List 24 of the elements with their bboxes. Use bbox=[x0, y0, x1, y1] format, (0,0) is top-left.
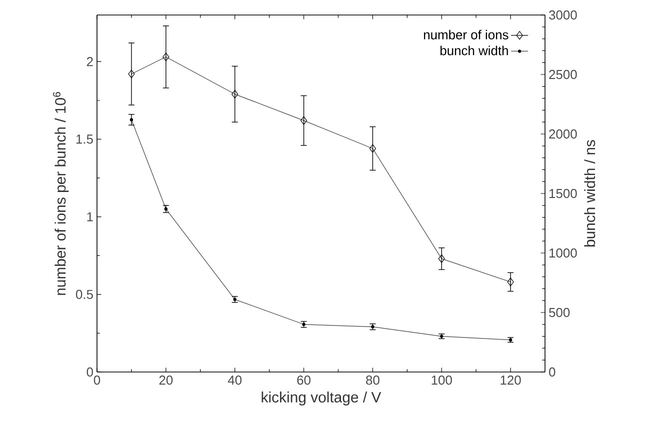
y-axis-title: number of ions per bunch / 10$^{6}$ bbox=[53, 92, 69, 295]
legend-label: bunch width bbox=[440, 46, 508, 56]
y2-tick-label: 0 bbox=[549, 367, 556, 377]
y-tick-label: 1.5 bbox=[76, 134, 93, 144]
x-tick-label: 60 bbox=[297, 376, 310, 385]
y-tick-label: 2 bbox=[86, 57, 93, 66]
y-tick-label: 1 bbox=[87, 212, 93, 222]
y-tick-label: 0.5 bbox=[76, 290, 93, 299]
y2-tick-label: 2000 bbox=[549, 129, 577, 139]
x-tick-label: 0 bbox=[94, 376, 100, 385]
y2-axis-title: bunch width / ns bbox=[584, 140, 596, 247]
y2-tick-label: 1500 bbox=[550, 188, 577, 198]
y2-tick-label: 3000 bbox=[549, 10, 577, 20]
y-tick-label: 0 bbox=[86, 367, 93, 377]
x-tick-label: 40 bbox=[228, 376, 242, 385]
x-tick-label: 100 bbox=[432, 376, 452, 385]
x-tick-label: 120 bbox=[500, 376, 521, 385]
y2-tick-label: 1000 bbox=[550, 248, 577, 258]
y2-tick-label: 500 bbox=[549, 308, 570, 318]
x-tick-label: 20 bbox=[159, 376, 173, 385]
y2-tick-label: 2500 bbox=[549, 70, 577, 80]
x-axis-title: kicking voltage / V bbox=[262, 392, 382, 406]
legend-label: number of ions bbox=[424, 30, 508, 40]
x-tick-label: 80 bbox=[366, 376, 380, 385]
